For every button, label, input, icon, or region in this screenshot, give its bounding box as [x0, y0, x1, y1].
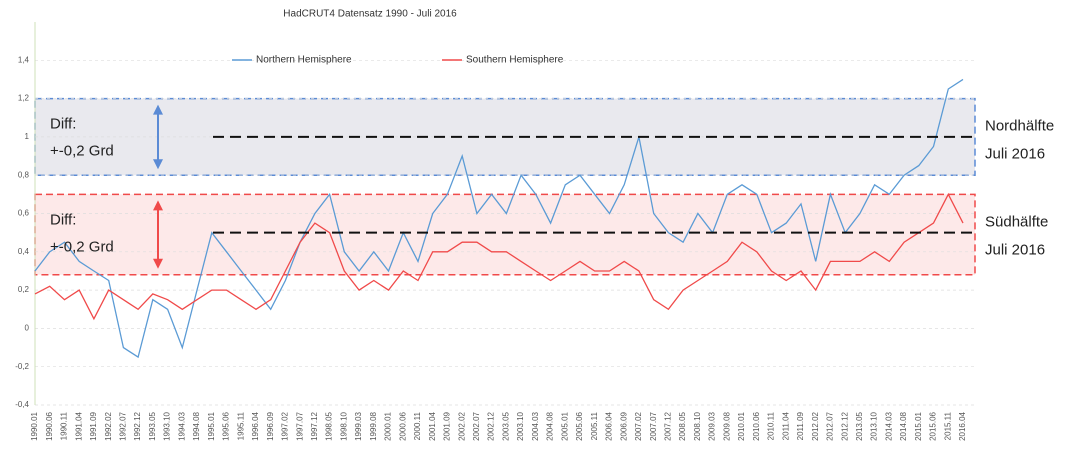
band-label: Juli 2016 [985, 241, 1045, 258]
band-label: Juli 2016 [985, 146, 1045, 163]
x-tick-label: 1991.09 [89, 411, 98, 440]
x-tick-label: 1999.08 [369, 411, 378, 440]
band-text: +-0,2 Grd [50, 143, 114, 160]
x-tick-label: 2004.08 [546, 411, 555, 440]
x-tick-label: 2007.02 [634, 411, 643, 440]
x-tick-label: 2016.04 [958, 411, 967, 440]
y-tick-label: 0,6 [18, 209, 30, 218]
band-text: Diff: [50, 211, 76, 228]
x-tick-label: 2013.05 [855, 411, 864, 440]
x-tick-label: 1996.04 [251, 411, 260, 440]
x-tick-label: 1990.06 [45, 411, 54, 440]
y-tick-label: 1,2 [18, 94, 30, 103]
x-tick-label: 1992.02 [104, 411, 113, 440]
x-tick-label: 2002.12 [487, 411, 496, 440]
x-tick-label: 2006.09 [619, 411, 628, 440]
legend-label: Northern Hemisphere [256, 55, 352, 66]
x-tick-label: 2010.01 [737, 411, 746, 440]
x-tick-label: 2012.02 [811, 411, 820, 440]
x-tick-label: 1991.04 [74, 411, 83, 440]
x-tick-label: 2010.11 [767, 411, 776, 440]
x-tick-label: 1998.10 [339, 411, 348, 440]
y-tick-label: 0,8 [18, 170, 30, 179]
legend-label: Southern Hemisphere [466, 55, 564, 66]
x-tick-label: 2000.11 [413, 411, 422, 440]
chart-title: HadCRUT4 Datensatz 1990 - Juli 2016 [283, 9, 457, 20]
x-tick-label: 1992.12 [133, 411, 142, 440]
x-tick-label: 1993.10 [163, 411, 172, 440]
band-text: Diff: [50, 116, 76, 133]
band-label: Nordhälfte [985, 118, 1054, 135]
x-tick-label: 2002.07 [472, 411, 481, 440]
x-tick-label: 2005.11 [590, 411, 599, 440]
x-tick-label: 2010.06 [752, 411, 761, 440]
y-tick-label: -0,2 [15, 362, 29, 371]
x-tick-label: 2001.09 [443, 411, 452, 440]
x-tick-label: 2014.03 [884, 411, 893, 440]
band-text: +-0,2 Grd [50, 238, 114, 255]
x-tick-label: 2003.05 [501, 411, 510, 440]
x-tick-label: 1998.05 [325, 411, 334, 440]
x-tick-label: 1995.11 [236, 411, 245, 440]
x-tick-label: 2009.03 [708, 411, 717, 440]
x-tick-label: 2003.10 [516, 411, 525, 440]
x-tick-label: 2015.11 [943, 411, 952, 440]
x-tick-label: 1995.06 [222, 411, 231, 440]
arrow-head [153, 258, 163, 269]
x-tick-label: 2011.09 [796, 411, 805, 440]
x-tick-label: 1992.07 [118, 411, 127, 440]
x-tick-label: 2009.08 [722, 411, 731, 440]
series-line [34, 192, 964, 321]
x-tick-label: 2014.08 [899, 411, 908, 440]
x-tick-label: 2012.07 [826, 411, 835, 440]
x-tick-label: 1990.01 [30, 411, 39, 440]
x-tick-label: 1995.01 [207, 411, 216, 440]
y-tick-label: 0,2 [18, 285, 30, 294]
band [34, 193, 976, 276]
x-tick-label: 2005.06 [575, 411, 584, 440]
y-tick-label: 1 [25, 132, 30, 141]
x-tick-label: 1994.03 [177, 411, 186, 440]
x-tick-label: 2012.12 [840, 411, 849, 440]
arrow-head [153, 200, 163, 211]
x-tick-label: 1994.08 [192, 411, 201, 440]
x-tick-label: 1997.12 [310, 411, 319, 440]
x-tick-label: 2013.10 [870, 411, 879, 440]
arrow-head [153, 104, 163, 115]
x-tick-label: 2000.01 [384, 411, 393, 440]
x-tick-label: 2008.05 [678, 411, 687, 440]
x-tick-label: 1990.11 [60, 411, 69, 440]
x-tick-label: 2007.12 [664, 411, 673, 440]
x-tick-label: 1999.03 [354, 411, 363, 440]
x-tick-label: 1997.02 [281, 411, 290, 440]
x-tick-label: 1997.07 [295, 411, 304, 440]
x-tick-label: 2007.07 [649, 411, 658, 440]
x-tick-label: 2000.06 [398, 411, 407, 440]
y-tick-label: 0,4 [18, 247, 30, 256]
y-tick-label: -0,4 [15, 400, 29, 409]
x-tick-label: 2005.01 [560, 411, 569, 440]
arrow-head [153, 159, 163, 170]
x-tick-label: 1993.05 [148, 411, 157, 440]
x-tick-label: 2015.06 [929, 411, 938, 440]
y-tick-label: 1,4 [18, 55, 30, 64]
x-tick-label: 2001.04 [428, 411, 437, 440]
x-tick-label: 2008.10 [693, 411, 702, 440]
band-label: Südhälfte [985, 213, 1048, 230]
y-tick-label: 0 [25, 324, 30, 333]
x-tick-label: 1996.09 [266, 411, 275, 440]
x-tick-label: 2015.01 [914, 411, 923, 440]
x-tick-label: 2011.04 [781, 411, 790, 440]
x-tick-label: 2006.04 [605, 411, 614, 440]
x-tick-label: 2002.02 [457, 411, 466, 440]
x-tick-label: 2004.03 [531, 411, 540, 440]
